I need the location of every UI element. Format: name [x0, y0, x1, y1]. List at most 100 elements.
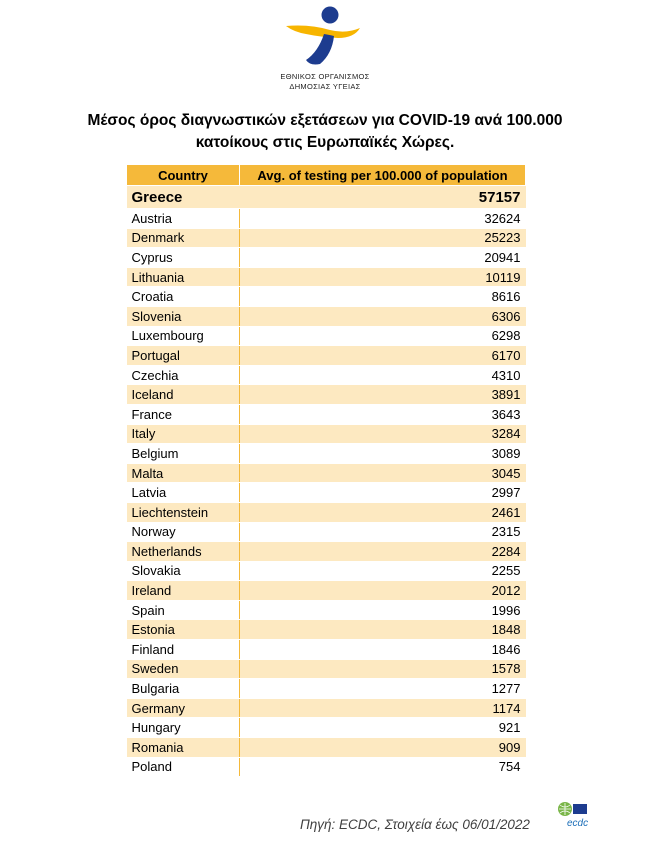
country-cell: Romania [126, 737, 240, 758]
table-row: Cyprus 20941 [126, 247, 526, 268]
table-row: Latvia 2997 [126, 482, 526, 503]
country-cell: Finland [126, 639, 240, 660]
value-cell: 909 [239, 737, 526, 758]
table-row: Italy 3284 [126, 424, 526, 445]
country-cell: Italy [126, 424, 240, 445]
value-cell: 6170 [239, 345, 526, 366]
table-row: Ireland 2012 [126, 580, 526, 601]
value-cell: 1996 [239, 600, 526, 621]
value-cell: 1848 [239, 619, 526, 641]
country-cell: Lithuania [126, 267, 240, 288]
country-cell: Ireland [126, 580, 240, 601]
value-cell: 2284 [239, 541, 526, 562]
value-cell: 3045 [239, 463, 526, 484]
value-cell: 2012 [239, 580, 526, 601]
country-cell: Iceland [126, 384, 240, 405]
table-row: Croatia 8616 [126, 286, 526, 307]
country-cell: Slovenia [126, 306, 240, 327]
table-row: Spain 1996 [126, 600, 526, 621]
table-row: Finland 1846 [126, 639, 526, 660]
country-cell: Denmark [126, 228, 240, 249]
value-cell: 1174 [239, 698, 526, 719]
table-row: Netherlands 2284 [126, 541, 526, 562]
table-row: Estonia 1848 [126, 619, 526, 641]
value-cell: 921 [239, 717, 526, 739]
table-header-row: Country Avg. of testing per 100.000 of p… [126, 164, 526, 186]
table-row: Portugal 6170 [126, 345, 526, 366]
value-cell: 2255 [239, 561, 526, 582]
value-cell: 2315 [239, 522, 526, 543]
table-row: Lithuania 10119 [126, 267, 526, 288]
country-cell: Czechia [126, 365, 240, 386]
table-row: Czechia 4310 [126, 365, 526, 386]
country-cell: Greece [126, 185, 240, 209]
value-cell: 8616 [239, 286, 526, 307]
country-cell: Estonia [126, 619, 240, 641]
title-line1: Μέσος όρος διαγνωστικών εξετάσεων για CO… [87, 112, 563, 129]
country-cell: Liechtenstein [126, 502, 240, 523]
country-cell: France [126, 404, 240, 425]
country-cell: Belgium [126, 443, 240, 464]
country-cell: Croatia [126, 286, 240, 307]
value-cell: 10119 [239, 267, 526, 288]
value-cell: 20941 [239, 247, 526, 268]
value-cell: 25223 [239, 228, 526, 249]
table-row: Denmark 25223 [126, 228, 526, 249]
country-cell: Poland [126, 757, 240, 778]
eody-logo-icon [286, 6, 360, 65]
table-row: Malta 3045 [126, 463, 526, 484]
country-cell: Bulgaria [126, 678, 240, 699]
table-row: Iceland 3891 [126, 384, 526, 405]
testing-table: Country Avg. of testing per 100.000 of p… [126, 164, 526, 778]
country-cell: Sweden [126, 659, 240, 680]
value-cell: 32624 [239, 208, 526, 229]
table-row: Romania 909 [126, 737, 526, 758]
country-cell: Germany [126, 698, 240, 719]
table-row: Slovenia 6306 [126, 306, 526, 327]
country-cell: Cyprus [126, 247, 240, 268]
table-row: Germany 1174 [126, 698, 526, 719]
org-name-line1: ΕΘΝΙΚΟΣ ΟΡΓΑΝΙΣΜΟΣ [280, 72, 370, 81]
table-row: France 3643 [126, 404, 526, 425]
country-cell: Slovakia [126, 561, 240, 582]
table-body: Greece 57157 Austria 32624 Denmark 25223 Cypru… [126, 185, 526, 778]
value-cell: 3891 [239, 384, 526, 405]
title-line2: κατοίκους στις Ευρωπαϊκές Χώρες. [195, 134, 455, 151]
table-row: Liechtenstein 2461 [126, 502, 526, 523]
table-row: Austria 32624 [126, 208, 526, 229]
table-row: Poland 754 [126, 757, 526, 778]
value-cell: 6306 [239, 306, 526, 327]
value-cell: 3089 [239, 443, 526, 464]
table-row: Belgium 3089 [126, 443, 526, 464]
value-cell: 3284 [239, 424, 526, 445]
country-cell: Malta [126, 463, 240, 484]
value-cell: 1277 [239, 678, 526, 699]
country-cell: Austria [126, 208, 240, 229]
country-cell: Portugal [126, 345, 240, 366]
table-row: Slovakia 2255 [126, 561, 526, 582]
table-row: Sweden 1578 [126, 659, 526, 680]
table-row: Luxembourg 6298 [126, 326, 526, 347]
source-note: Πηγή: ECDC, Στοιχεία έως 06/01/2022 [300, 817, 530, 832]
country-cell: Latvia [126, 482, 240, 503]
country-cell: Norway [126, 522, 240, 543]
org-name-line2: ΔΗΜΟΣΙΑΣ ΥΓΕΙΑΣ [289, 82, 361, 91]
page-title: Μέσος όρος διαγνωστικών εξετάσεων για CO… [40, 110, 610, 154]
svg-text:ecdc: ecdc [567, 818, 588, 829]
column-header-country: Country [126, 164, 240, 186]
country-cell: Hungary [126, 717, 240, 739]
value-cell: 1846 [239, 639, 526, 660]
value-cell: 754 [239, 757, 526, 778]
country-cell: Spain [126, 600, 240, 621]
value-cell: 2997 [239, 482, 526, 503]
country-cell: Netherlands [126, 541, 240, 562]
value-cell: 4310 [239, 365, 526, 386]
value-cell: 3643 [239, 404, 526, 425]
value-cell: 6298 [239, 326, 526, 347]
value-cell: 2461 [239, 502, 526, 523]
table-row: Greece 57157 [126, 185, 526, 209]
column-header-value: Avg. of testing per 100.000 of populatio… [239, 164, 526, 186]
country-cell: Luxembourg [126, 326, 240, 347]
value-cell: 57157 [239, 185, 526, 209]
table-row: Hungary 921 [126, 717, 526, 739]
